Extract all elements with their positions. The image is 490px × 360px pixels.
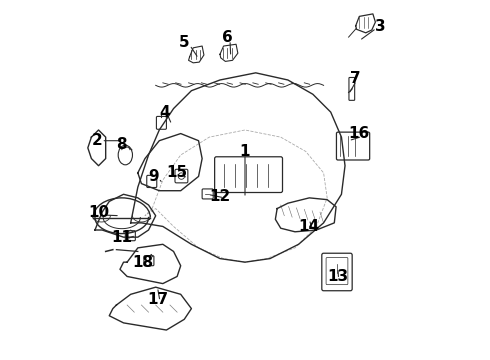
Text: 9: 9 xyxy=(148,169,159,184)
Text: 17: 17 xyxy=(147,292,168,307)
Text: 10: 10 xyxy=(88,204,109,220)
Text: 7: 7 xyxy=(350,71,361,86)
Text: 11: 11 xyxy=(111,230,132,245)
Text: 1: 1 xyxy=(240,144,250,159)
Text: 4: 4 xyxy=(159,105,170,120)
Text: 5: 5 xyxy=(179,35,190,50)
Text: 2: 2 xyxy=(91,133,102,148)
Text: 3: 3 xyxy=(375,19,386,34)
Text: 8: 8 xyxy=(117,137,127,152)
Text: 15: 15 xyxy=(167,165,188,180)
Text: 6: 6 xyxy=(222,30,233,45)
Text: 18: 18 xyxy=(133,255,154,270)
Text: 14: 14 xyxy=(299,219,320,234)
Text: 13: 13 xyxy=(327,269,348,284)
Text: 12: 12 xyxy=(209,189,231,203)
Text: 16: 16 xyxy=(349,126,370,141)
